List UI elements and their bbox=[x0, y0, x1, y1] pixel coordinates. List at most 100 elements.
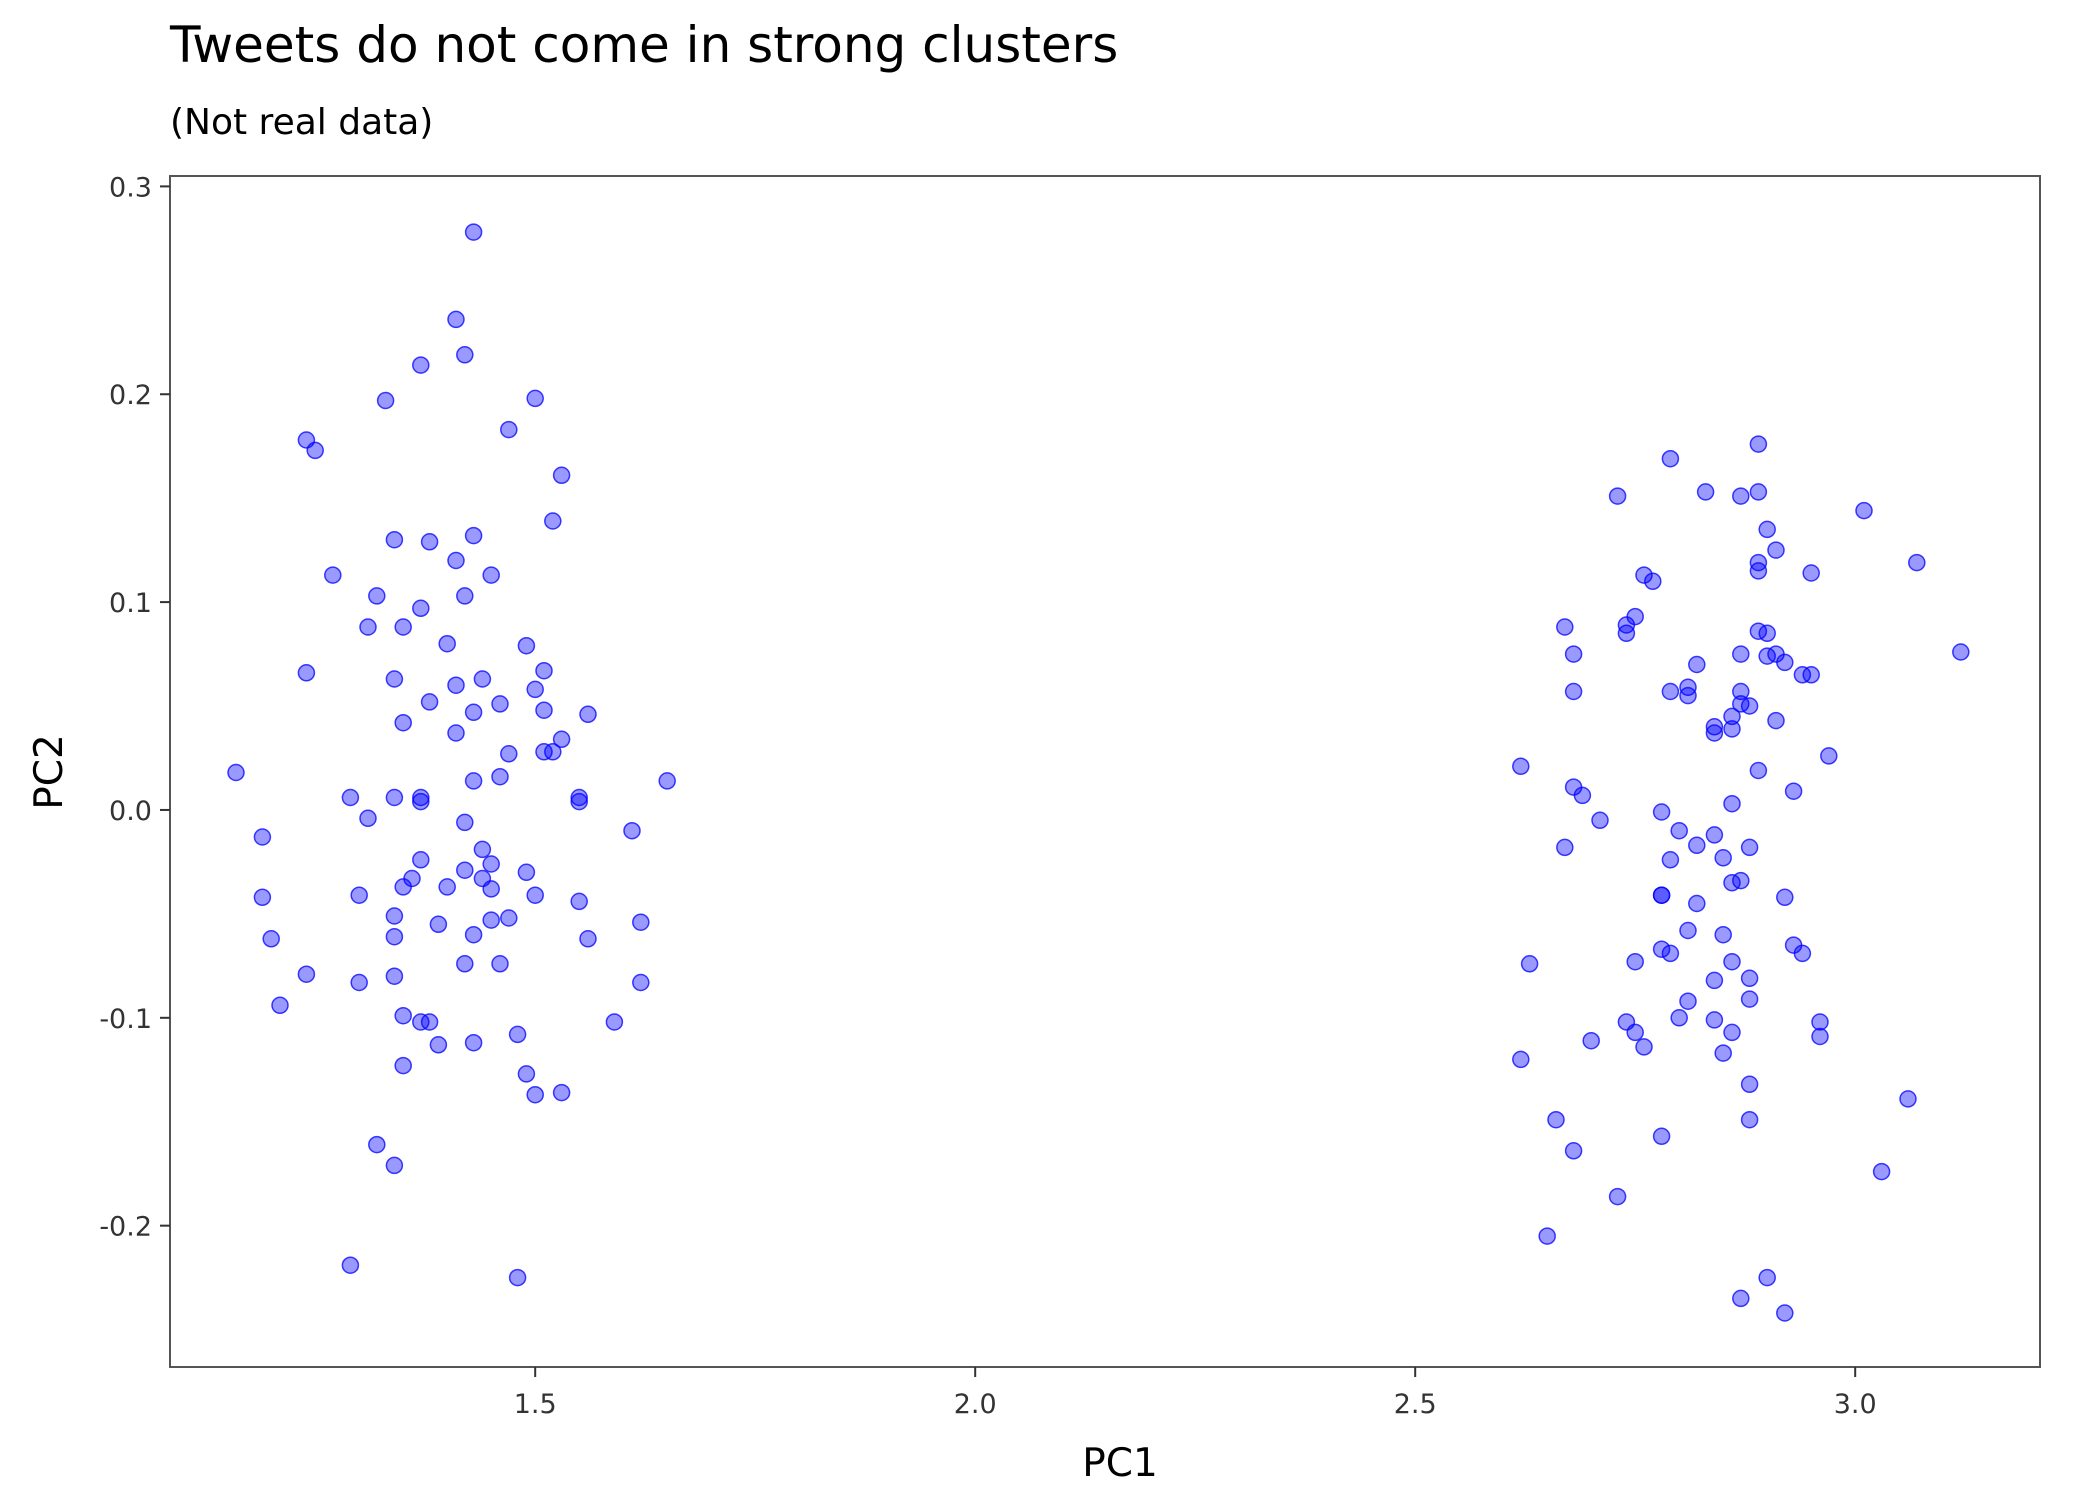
data-point bbox=[579, 705, 597, 724]
data-point bbox=[535, 661, 553, 680]
data-point bbox=[1732, 487, 1750, 505]
data-point bbox=[1564, 645, 1583, 663]
data-point bbox=[464, 526, 483, 545]
data-point bbox=[447, 676, 465, 694]
data-point bbox=[482, 855, 500, 873]
data-point bbox=[1520, 955, 1539, 973]
data-point bbox=[385, 670, 404, 688]
data-point bbox=[1652, 940, 1671, 958]
data-point bbox=[464, 772, 483, 790]
data-point bbox=[1679, 921, 1697, 940]
data-point bbox=[1758, 647, 1776, 665]
data-point bbox=[1908, 553, 1926, 572]
data-point bbox=[1758, 520, 1776, 539]
data-point bbox=[420, 533, 439, 551]
data-point bbox=[526, 886, 544, 904]
data-point bbox=[544, 743, 562, 761]
data-point bbox=[544, 512, 562, 530]
data-point bbox=[1705, 826, 1724, 844]
data-point bbox=[464, 1033, 483, 1052]
data-point bbox=[420, 1013, 439, 1031]
data-point bbox=[500, 420, 518, 439]
data-point bbox=[368, 587, 386, 605]
data-point bbox=[456, 346, 474, 364]
data-point bbox=[1740, 1075, 1759, 1094]
data-point bbox=[1793, 666, 1812, 684]
y-tick-label: 0.3 bbox=[109, 172, 152, 203]
data-point bbox=[491, 695, 509, 713]
data-point bbox=[517, 863, 536, 882]
data-point bbox=[1758, 1268, 1776, 1287]
data-point bbox=[535, 701, 553, 719]
data-point bbox=[1740, 1110, 1759, 1129]
data-point bbox=[623, 821, 641, 840]
data-point bbox=[447, 724, 465, 742]
data-point bbox=[394, 713, 412, 732]
data-point bbox=[1688, 655, 1706, 674]
data-point bbox=[526, 389, 544, 408]
data-point bbox=[271, 996, 289, 1015]
data-point bbox=[1723, 1023, 1741, 1042]
data-point bbox=[438, 634, 456, 653]
data-point bbox=[1952, 643, 1970, 661]
x-tick-label: 3.0 bbox=[1834, 1389, 1877, 1420]
data-point bbox=[508, 1268, 527, 1287]
data-point bbox=[1749, 562, 1768, 580]
data-point bbox=[1705, 1011, 1724, 1029]
data-point bbox=[1652, 1127, 1671, 1146]
data-point bbox=[464, 703, 483, 722]
data-point bbox=[1661, 449, 1680, 468]
data-point bbox=[359, 809, 377, 828]
data-point bbox=[1732, 682, 1750, 701]
data-point bbox=[1679, 992, 1697, 1010]
data-point bbox=[262, 930, 280, 948]
data-point bbox=[552, 730, 571, 749]
data-point bbox=[1776, 888, 1794, 907]
data-point bbox=[385, 907, 404, 925]
chart-subtitle: (Not real data) bbox=[170, 102, 433, 143]
data-point bbox=[1608, 1187, 1627, 1206]
data-point bbox=[1802, 564, 1820, 582]
data-point bbox=[473, 670, 492, 688]
data-point bbox=[464, 925, 483, 944]
data-point bbox=[412, 356, 430, 374]
data-point bbox=[1705, 971, 1724, 990]
data-point bbox=[1784, 782, 1803, 800]
x-tick-label: 1.5 bbox=[514, 1389, 557, 1420]
data-point bbox=[1714, 1044, 1732, 1062]
data-point bbox=[438, 878, 456, 896]
data-point bbox=[1696, 483, 1715, 501]
data-point bbox=[429, 1036, 448, 1054]
data-point bbox=[605, 1013, 624, 1031]
data-point bbox=[1688, 836, 1706, 855]
data-point bbox=[306, 441, 324, 460]
data-point bbox=[385, 788, 404, 807]
data-point bbox=[1705, 718, 1724, 736]
data-point bbox=[447, 310, 465, 329]
data-point bbox=[552, 1083, 571, 1102]
data-point bbox=[464, 223, 483, 241]
chart-title: Tweets do not come in strong clusters bbox=[169, 16, 1118, 74]
data-point bbox=[350, 886, 368, 904]
data-point bbox=[253, 828, 272, 846]
data-point bbox=[350, 973, 368, 992]
data-point bbox=[1670, 821, 1688, 840]
data-point bbox=[1723, 720, 1741, 738]
data-point bbox=[253, 888, 272, 907]
data-point bbox=[1608, 487, 1627, 505]
data-point bbox=[1749, 761, 1768, 780]
data-point bbox=[1714, 849, 1732, 867]
y-tick-label: 0.1 bbox=[109, 588, 152, 619]
data-point bbox=[1714, 925, 1732, 944]
y-tick-label: -0.1 bbox=[99, 1004, 152, 1035]
data-point bbox=[394, 618, 412, 636]
data-point bbox=[1635, 566, 1653, 584]
data-point bbox=[385, 1156, 404, 1175]
data-point bbox=[526, 680, 544, 699]
data-point bbox=[1564, 1142, 1583, 1160]
data-point bbox=[1793, 944, 1812, 963]
data-point bbox=[456, 861, 474, 879]
data-point bbox=[341, 1256, 360, 1274]
data-point bbox=[1688, 894, 1706, 913]
